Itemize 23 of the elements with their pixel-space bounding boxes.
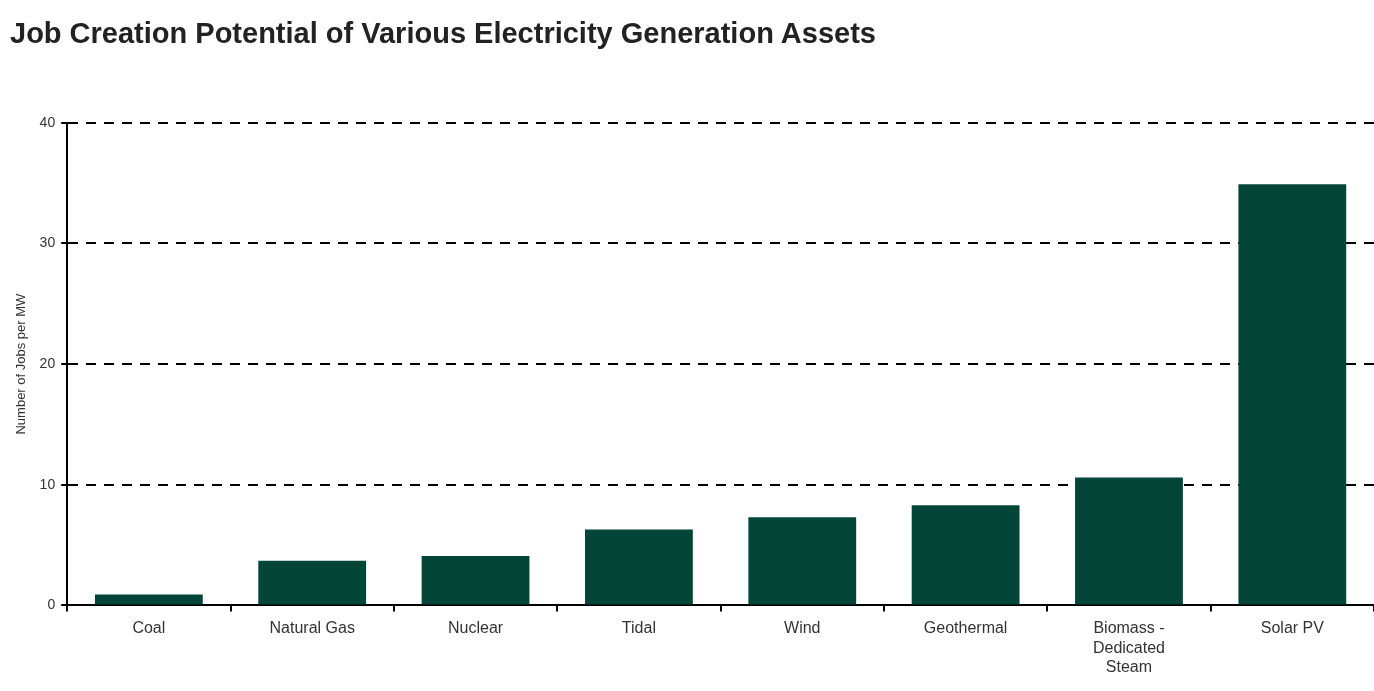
x-tick-label: Geothermal [923,619,1008,637]
y-tick-label: 40 [39,113,56,130]
x-tick-label: Wind [784,619,821,637]
bar [1075,477,1183,605]
x-tick-label: Natural Gas [269,619,355,637]
bar [911,505,1020,605]
x-tick-label: Tidal [621,619,656,637]
chart-title: Job Creation Potential of Various Electricity Generation Assets [10,17,876,50]
x-tick-label: Solar PV [1260,619,1325,637]
y-tick-label: 10 [39,475,56,492]
y-tick-label: 30 [39,234,56,251]
bar [748,517,857,605]
bar [585,529,693,605]
x-tick-label: Biomass - Dedicated Steam [1092,619,1165,675]
bar [258,560,367,605]
y-tick-label: 0 [47,596,56,613]
y-axis-title: Number of Jobs per MW [13,292,29,435]
x-tick-label: Nuclear [447,619,504,637]
y-tick-label: 20 [39,354,56,371]
bar [421,555,530,605]
bar [94,594,203,605]
bar [1238,184,1347,605]
x-tick-label: Coal [132,619,166,637]
